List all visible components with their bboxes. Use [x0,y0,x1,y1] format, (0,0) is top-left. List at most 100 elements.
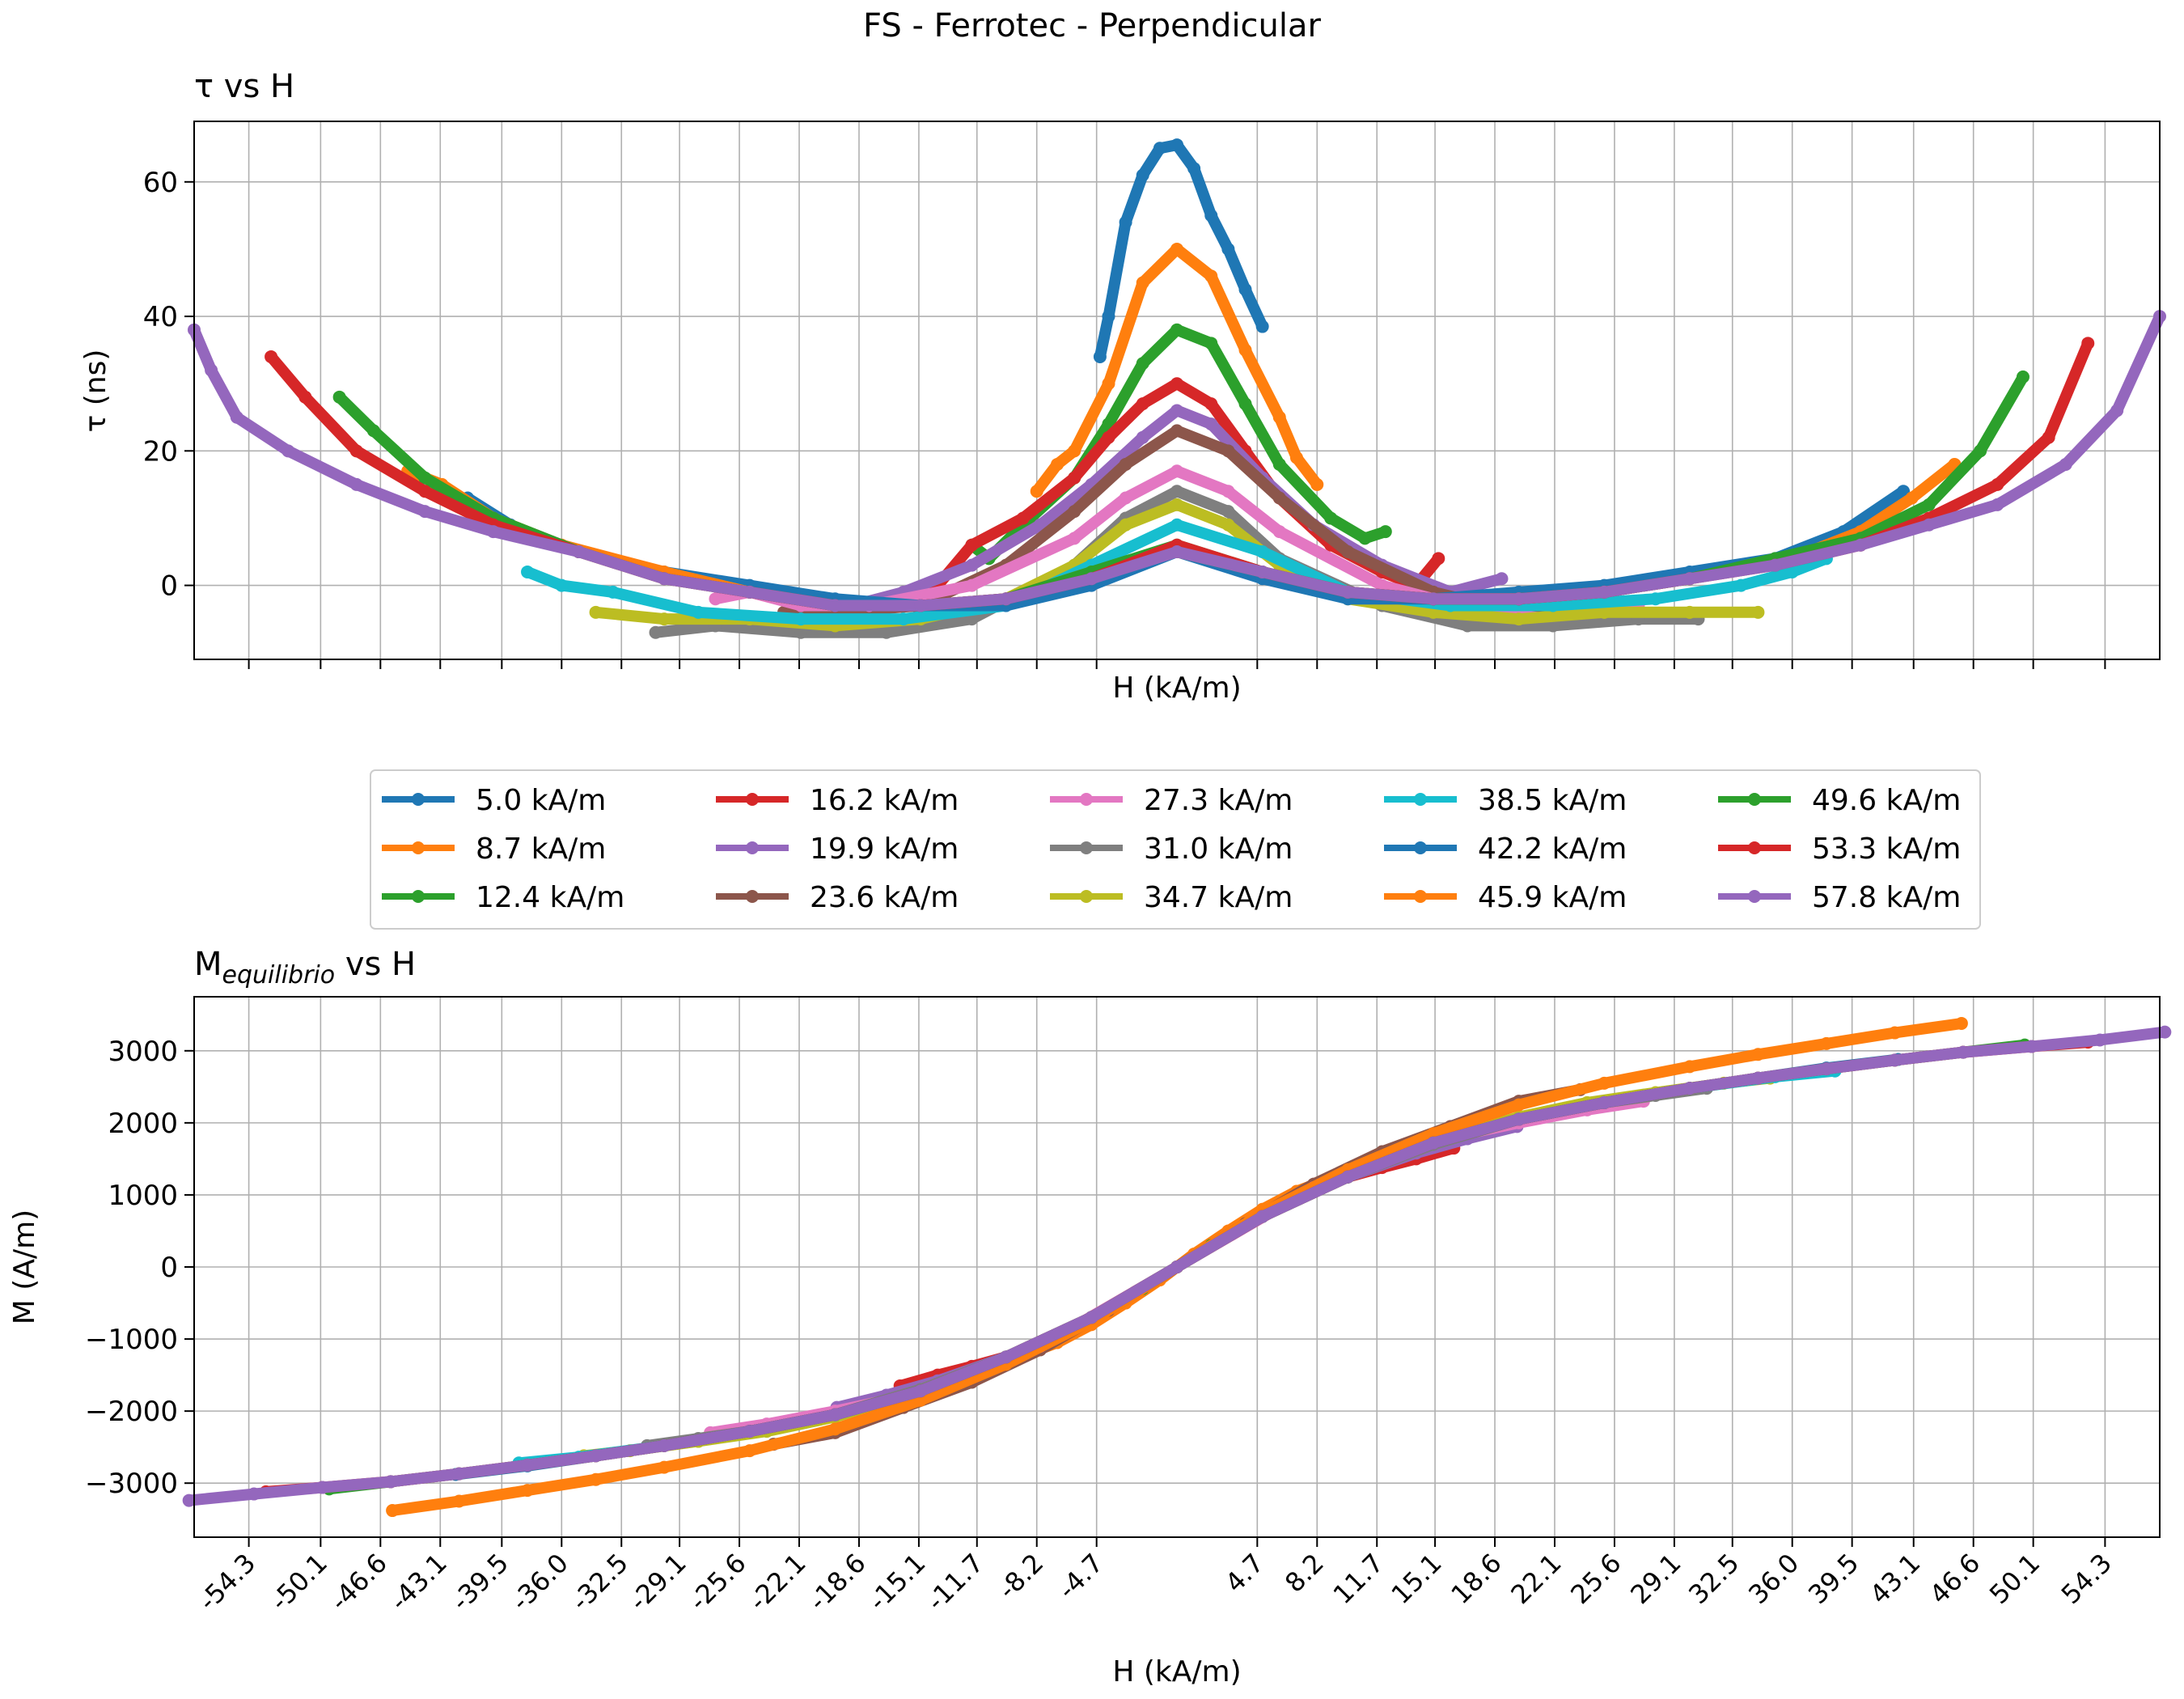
top-plot-frame [193,121,2161,660]
legend-label: 5.0 kA/m [476,784,606,817]
top-series-point [1085,572,1098,586]
bottom-series-group [182,1016,2172,1518]
top-series-point [794,612,808,626]
top-series-point [1682,572,1696,586]
top-series-point [1255,320,1269,333]
bottom-y-tick-label: 1000 [108,1180,178,1212]
bottom-x-ticks: -54.3 -50.1-46.6-43.1-39.5-36.0-32.5-29.1… [193,1537,2118,1616]
legend-label: 45.9 kA/m [1478,881,1627,914]
top-x-ticks [248,659,2106,669]
bottom-y-axis-label: M (A/m) [8,1210,41,1324]
top-series-point [1016,511,1030,525]
bottom-x-axis-label: H (kA/m) [1112,1655,1241,1688]
top-series-point [743,585,756,599]
top-series-point [1922,498,1936,511]
top-series-point [1221,518,1235,532]
bottom-series-point [1888,1053,1902,1067]
bottom-series-point [1512,1098,1526,1112]
bottom-series-point [1751,1048,1765,1061]
bottom-x-tick-label: 18.6 [1445,1548,1507,1610]
top-series-point [1136,397,1149,411]
top-series-point [1033,518,1047,532]
top-series-point [1546,599,1560,612]
bottom-series-point [1682,1060,1696,1074]
top-series-point [965,558,979,572]
top-series-point [1461,619,1475,633]
bottom-y-tick-label: −1000 [85,1324,178,1356]
bottom-x-tick-label: -4.7 [1052,1548,1109,1605]
bottom-y-tick-label: −2000 [85,1396,178,1428]
top-series-point [896,612,910,626]
top-series-point [999,592,1013,606]
top-series-point [349,444,363,458]
top-y-axis-label: τ (ns) [79,350,112,433]
bottom-series-point [1598,1095,1611,1109]
top-series-point [2016,370,2030,383]
top-series-point [1119,457,1132,471]
top-series-point [332,390,346,404]
legend-label: 53.3 kA/m [1812,833,1961,866]
top-series-point [486,525,500,539]
top-series-point [1310,477,1324,491]
bottom-series-point [1819,1036,1833,1050]
bottom-series-point [1170,1260,1183,1273]
top-series-point [1102,377,1115,391]
top-series-point [1170,424,1183,438]
top-series-point [1221,444,1235,458]
top-series-point [265,350,278,363]
top-series-point [794,625,808,639]
legend: 5.0 kA/m 8.7 kA/m 12.4 kA/m 16.2 kA/m 19.9 k… [370,769,1981,930]
bottom-series-point [589,1449,603,1463]
bottom-series-point [828,1422,842,1436]
bottom-series-point [1426,1136,1440,1150]
top-series-point [1358,532,1372,545]
top-series-point [1426,592,1440,606]
bottom-x-tick-label: 29.1 [1624,1548,1687,1610]
top-series-point [1238,282,1252,296]
bottom-title-main: M [194,946,222,983]
bottom-series-point [1598,1076,1611,1090]
top-series-point [521,565,535,578]
bottom-x-tick-label: -54.3 [193,1548,261,1616]
bottom-x-tick-label: 4.7 [1219,1548,1270,1599]
top-series-point [555,578,569,592]
top-series-point [1170,518,1183,532]
bottom-series-point [2025,1040,2038,1053]
top-y-tick-label: 40 [143,301,178,333]
legend-label: 57.8 kA/m [1812,881,1961,914]
bottom-x-tick-label: 36.0 [1742,1548,1805,1610]
top-series-point [1255,545,1269,558]
bottom-y-ticks: −3000 −2000 −1000 0 1000 2000 3000 [85,1036,194,1500]
top-series-point [1272,491,1286,505]
top-series-point [1051,457,1064,471]
top-series-point [418,485,432,498]
legend-swatch-marker [1414,841,1427,854]
bottom-series-point [828,1408,842,1421]
bottom-series-point [658,1438,671,1452]
top-series-point [1136,430,1149,444]
top-series-point [914,599,928,612]
bottom-series-point [1341,1170,1355,1184]
top-series-point [2081,337,2095,350]
top-series-point [1991,498,2004,511]
top-series-point [965,538,979,552]
top-x-axis-label: H (kA/m) [1112,672,1241,705]
top-series-point [298,390,312,404]
bottom-x-tick-label: -11.7 [921,1548,989,1616]
top-series-point [1170,404,1183,417]
top-y-tick-label: 20 [143,435,178,468]
top-series-point [1991,477,2004,491]
top-series-point [1136,276,1149,290]
bottom-x-tick-label: 8.2 [1279,1548,1330,1599]
top-series-point [1324,511,1338,525]
top-series-point [1341,585,1355,599]
bottom-y-tick-label: 0 [160,1252,178,1284]
top-series-point [1068,505,1081,519]
top-series-group [188,138,2166,639]
bottom-x-tick-label: -25.6 [683,1548,751,1616]
bottom-x-tick-label: -29.1 [623,1548,692,1616]
top-series-point [879,625,893,639]
bottom-x-tick-label: 54.3 [2055,1548,2118,1610]
bottom-x-tick-label: -32.5 [565,1548,634,1616]
legend-swatch-marker [1080,793,1093,806]
